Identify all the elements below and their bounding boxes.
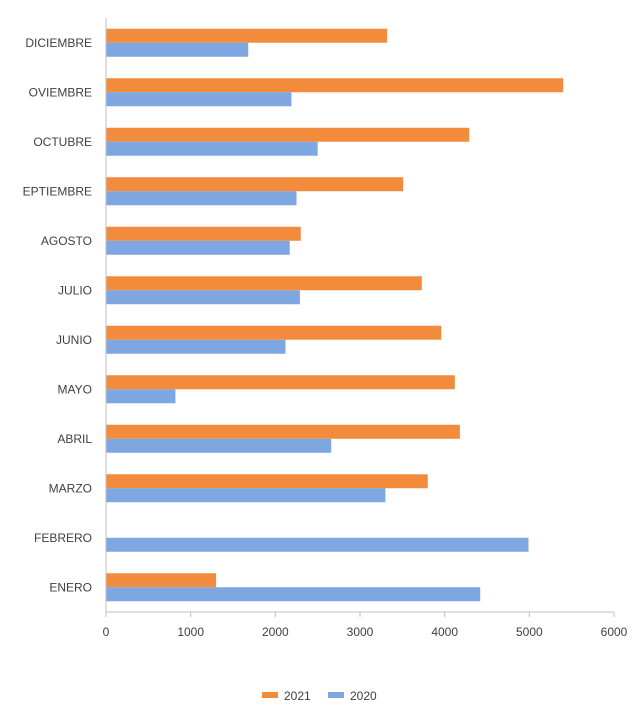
bar-2020-septiembre [106,191,297,206]
bar-2020-marzo [106,488,386,503]
bar-2021-julio [106,276,422,291]
x-tick-label: 0 [103,625,110,639]
category-label: JULIO [58,283,92,297]
bar-2020-diciembre [106,42,249,57]
x-tick-label: 3000 [347,625,374,639]
bar-2020-julio [106,290,300,305]
category-label: DICIEMBRE [25,36,92,50]
bar-2021-junio [106,325,442,340]
bar-2021-enero [106,573,217,588]
legend-label-2020: 2020 [350,689,377,703]
legend-swatch-2020 [328,692,344,698]
x-axis-ticks: 0 1000 2000 3000 4000 5000 6000 [103,612,628,639]
bar-2020-noviembre [106,141,318,156]
bar-2021-agosto [106,226,301,241]
category-label: MARZO [49,481,92,495]
bar-2020-agosto [106,240,290,255]
bar-2021-abril [106,424,460,439]
bar-2020-febrero [106,537,529,552]
x-tick-label: 2000 [262,625,289,639]
bar-2021-marzo [106,474,428,489]
bar-2020-enero [106,587,481,602]
bar-2021-noviembre [106,127,470,142]
category-label: ABRIL [57,432,92,446]
bar-2020-junio [106,339,286,354]
bar-2021-diciembre [106,28,388,43]
category-label: FEBRERO [34,531,92,545]
bar-2021-septiembre [106,177,404,192]
bars-group [106,28,564,602]
category-label: MAYO [58,382,92,396]
bar-2021-octubre [106,78,564,93]
category-label: OCTUBRE [33,135,92,149]
x-tick-label: 5000 [516,625,543,639]
category-label: EPTIEMBRE [23,184,92,198]
category-label: JUNIO [56,333,92,347]
category-labels: ENERO FEBRERO MARZO ABRIL MAYO JUNIO JULIO AGOS… [23,36,93,595]
x-tick-label: 1000 [177,625,204,639]
x-tick-label: 6000 [601,625,628,639]
bar-2020-abril [106,438,332,453]
legend-label-2021: 2021 [284,689,311,703]
category-label: OVIEMBRE [29,85,92,99]
category-label: AGOSTO [41,234,92,248]
category-label: ENERO [49,580,92,594]
bar-2020-mayo [106,389,176,404]
bar-2020-octubre [106,92,292,107]
legend: 2021 2020 [262,689,377,703]
bar-2021-mayo [106,375,455,390]
legend-swatch-2021 [262,692,278,698]
x-tick-label: 4000 [431,625,458,639]
